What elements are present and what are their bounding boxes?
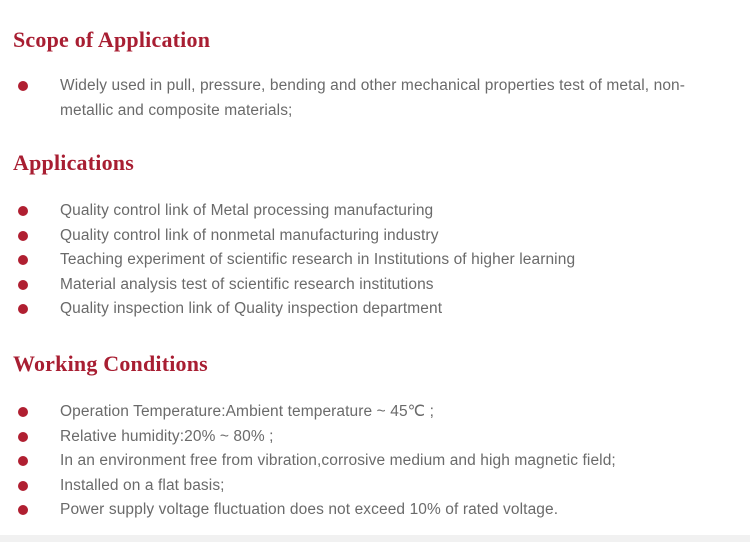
list-item: Power supply voltage fluctuation does no…	[0, 498, 750, 523]
list-item: Widely used in pull, pressure, bending a…	[0, 73, 750, 123]
list-item: Quality control link of Metal processing…	[0, 199, 750, 224]
list-item: Relative humidity:20% ~ 80% ;	[0, 425, 750, 450]
list-item: Installed on a flat basis;	[0, 474, 750, 499]
bullet-text: Installed on a flat basis;	[60, 476, 225, 494]
bullet-icon	[18, 255, 28, 265]
section-title-applications: Applications	[13, 150, 134, 175]
list-item: Quality control link of nonmetal manufac…	[0, 224, 750, 249]
list-item: Teaching experiment of scientific resear…	[0, 248, 750, 273]
bullet-icon	[18, 206, 28, 216]
list-item: In an environment free from vibration,co…	[0, 449, 750, 474]
section-title-working-conditions: Working Conditions	[13, 351, 208, 376]
scope-bullet-list: Widely used in pull, pressure, bending a…	[0, 73, 750, 123]
bullet-text: Quality control link of nonmetal manufac…	[60, 226, 439, 244]
bullet-icon	[18, 304, 28, 314]
bullet-icon	[18, 407, 28, 417]
bullet-icon	[18, 456, 28, 466]
section-title-scope-of-application: Scope of Application	[13, 27, 211, 52]
bullet-text: Quality control link of Metal processing…	[60, 202, 434, 219]
bullet-text: In an environment free from vibration,co…	[60, 452, 616, 469]
working-conditions-bullet-list: Operation Temperature:Ambient temperatur…	[0, 400, 750, 523]
bullet-text: Material analysis test of scientific res…	[60, 275, 434, 293]
bullet-text: Widely used in pull, pressure, bending a…	[60, 77, 686, 119]
bullet-icon	[18, 230, 28, 241]
bullet-text: Relative humidity:20% ~ 80% ;	[60, 427, 274, 445]
bottom-divider-bar	[0, 535, 750, 542]
list-item: Quality inspection link of Quality inspe…	[0, 297, 750, 322]
list-item: Operation Temperature:Ambient temperatur…	[0, 400, 750, 425]
bullet-text: Power supply voltage fluctuation does no…	[60, 501, 559, 518]
list-item: Material analysis test of scientific res…	[0, 273, 750, 298]
bullet-text: Teaching experiment of scientific resear…	[60, 251, 576, 268]
bullet-text: Operation Temperature:Ambient temperatur…	[60, 403, 434, 420]
applications-bullet-list: Quality control link of Metal processing…	[0, 199, 750, 322]
bullet-icon	[18, 80, 28, 91]
bullet-icon	[18, 505, 28, 515]
bullet-icon	[18, 480, 28, 491]
bullet-text: Quality inspection link of Quality inspe…	[60, 300, 443, 317]
bullet-icon	[18, 431, 28, 442]
bullet-icon	[18, 279, 28, 290]
